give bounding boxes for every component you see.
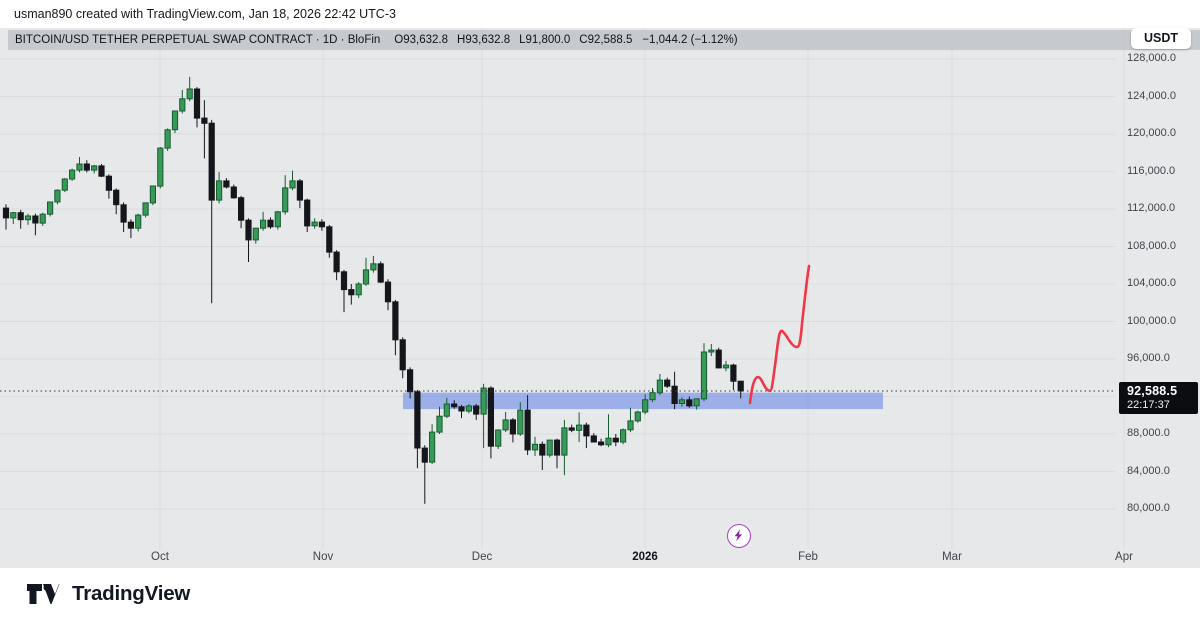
- chart-plot-surface[interactable]: [0, 28, 1200, 573]
- time-tick-label: 2026: [632, 551, 658, 563]
- symbol-title: BITCOIN/USD TETHER PERPETUAL SWAP CONTRA…: [15, 34, 381, 46]
- ohlc-low: L91,800.0: [519, 34, 571, 46]
- price-tick-label: 100,000.0: [1127, 314, 1176, 327]
- tradingview-brand-text: TradingView: [72, 582, 191, 605]
- ohlc-change: −1,044.2 (−1.12%): [642, 34, 738, 46]
- price-tick-label: 116,000.0: [1127, 164, 1176, 177]
- time-tick-label: Feb: [798, 551, 818, 563]
- price-tick-label: 112,000.0: [1127, 202, 1176, 214]
- last-price-label: 92,588.5 22:17:37: [1119, 382, 1198, 414]
- time-tick-label: Apr: [1115, 551, 1133, 563]
- price-tick-label: 124,000.0: [1127, 89, 1176, 102]
- lightning-icon: [734, 529, 743, 542]
- time-tick-label: Nov: [312, 551, 334, 563]
- price-tick-label: 96,000.0: [1127, 352, 1170, 364]
- last-price-value: 92,588.5: [1127, 384, 1178, 398]
- lightning-reaction-badge[interactable]: [727, 524, 751, 548]
- price-axis[interactable]: 128,000.0 124,000.0 120,000.0 116,000.0 112,…: [1115, 28, 1200, 568]
- price-tick-label: 128,000.0: [1127, 52, 1176, 64]
- price-tick-label: 108,000.0: [1127, 239, 1176, 252]
- currency-toggle-button[interactable]: USDT: [1130, 28, 1191, 49]
- symbol-legend-bar[interactable]: BITCOIN/USD TETHER PERPETUAL SWAP CONTRA…: [8, 30, 1200, 50]
- ohlc-open: O93,632.8: [394, 34, 449, 46]
- ohlc-close: C92,588.5: [579, 34, 633, 46]
- price-tick-label: 88,000.0: [1127, 427, 1170, 439]
- price-tick-label: 120,000.0: [1127, 127, 1176, 139]
- time-axis[interactable]: Oct Nov Dec 2026 Feb Mar Apr: [0, 549, 1200, 568]
- footer-bar: TradingView: [0, 568, 1200, 623]
- tradingview-logo-icon: [27, 584, 60, 604]
- ohlc-high: H93,632.8: [457, 34, 511, 46]
- bar-countdown: 22:17:37: [1127, 399, 1170, 411]
- tradingview-brand-link[interactable]: TradingView: [26, 581, 190, 607]
- chart-region: BITCOIN/USD TETHER PERPETUAL SWAP CONTRA…: [0, 28, 1200, 568]
- attribution-bar: usman890 created with TradingView.com, J…: [0, 0, 1200, 28]
- attribution-text: usman890 created with TradingView.com, J…: [14, 7, 396, 21]
- price-tick-label: 104,000.0: [1127, 277, 1176, 289]
- time-tick-label: Oct: [151, 551, 169, 563]
- price-tick-label: 80,000.0: [1127, 502, 1170, 514]
- time-tick-label: Dec: [471, 551, 493, 563]
- price-tick-label: 84,000.0: [1127, 464, 1170, 477]
- time-tick-label: Mar: [942, 551, 962, 563]
